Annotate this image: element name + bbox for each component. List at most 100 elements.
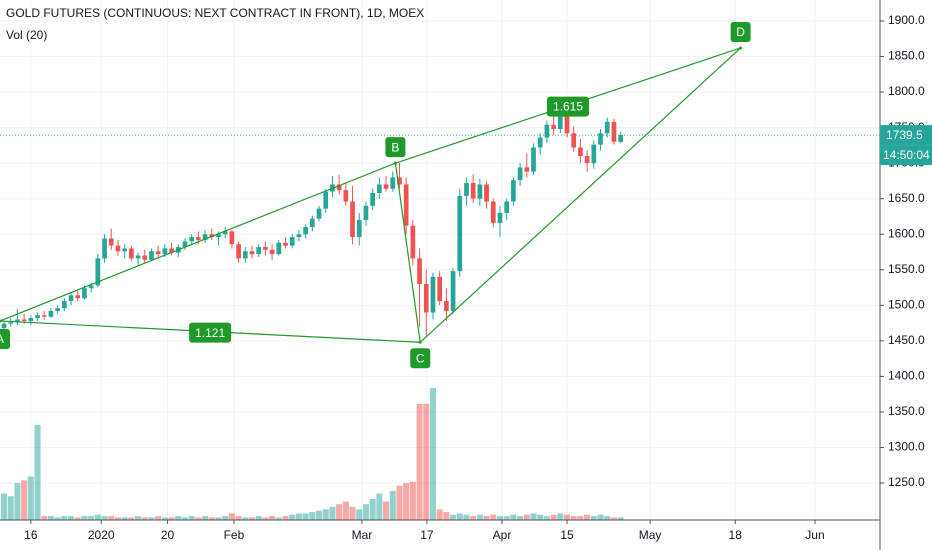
candle-body (196, 237, 201, 240)
volume-bar (74, 517, 81, 520)
volume-bar (543, 516, 550, 520)
volume-bar (242, 517, 249, 520)
pattern-point-label-box (410, 348, 431, 369)
candle-body (376, 184, 382, 194)
volume-bar (322, 509, 329, 520)
volume-bar (336, 504, 343, 520)
candle-body (135, 255, 141, 259)
volume-bar (235, 516, 242, 520)
volume-bar (443, 512, 450, 520)
candle-body (323, 191, 329, 209)
volume-bar (289, 514, 296, 520)
chart-title: GOLD FUTURES (CONTINUOUS: NEXT CONTRACT … (6, 6, 424, 20)
candle-body (430, 276, 436, 313)
volume-bar (88, 516, 95, 520)
volume-bar (456, 513, 463, 520)
volume-bar (604, 516, 611, 520)
volume-bar (376, 493, 383, 520)
candle-body (403, 184, 409, 226)
pattern-point (739, 46, 743, 50)
volume-bar (476, 514, 483, 520)
candle-body (544, 124, 550, 138)
volume-bar (181, 517, 188, 520)
pattern-line (0, 162, 396, 322)
volume-bar (537, 514, 544, 520)
volume-bar (570, 516, 577, 520)
y-tick-label: 1300.0 (888, 440, 925, 454)
volume-bar (81, 516, 88, 520)
pattern-point-label: C (416, 351, 425, 365)
volume-bar (496, 516, 504, 520)
volume-bar (349, 506, 356, 520)
candle-body (149, 251, 154, 260)
last-price-box (880, 125, 932, 146)
candle-body (370, 193, 375, 206)
candle-body (363, 205, 369, 221)
candle-body (457, 195, 463, 272)
y-tick-label: 1350.0 (888, 404, 925, 418)
candle-body (336, 184, 342, 191)
candle-body (477, 184, 483, 199)
candle-body (504, 201, 510, 213)
volume-bar (14, 483, 21, 520)
volume-bar (523, 514, 530, 520)
candle-body (557, 116, 563, 130)
ratio-label-box (547, 96, 590, 117)
volume-bar (121, 517, 128, 520)
volume-bar (275, 517, 282, 520)
pattern-point (0, 319, 2, 323)
x-tick-label: 15 (560, 528, 574, 542)
volume-bar (463, 514, 470, 520)
volume-bar (228, 513, 235, 520)
candle-body (1, 323, 7, 329)
candle-body (202, 234, 208, 240)
candle-body (390, 177, 396, 189)
candle-body (142, 255, 148, 260)
volume-bar (47, 516, 54, 520)
candle-body (618, 135, 623, 142)
volume-bar (309, 512, 316, 520)
pattern-point-label: A (0, 332, 4, 346)
candle-body (517, 167, 523, 181)
volume-bar (195, 517, 202, 520)
volume-bar (503, 516, 510, 520)
volume-bar (470, 516, 477, 520)
y-tick-label: 1650.0 (888, 191, 925, 205)
pattern-point-label-box (730, 21, 751, 42)
pattern-line (419, 47, 741, 343)
y-tick-label: 1850.0 (888, 49, 925, 63)
volume-bar (530, 513, 537, 520)
candle-body (15, 319, 20, 323)
candle-body (229, 231, 235, 245)
x-tick-label: Mar (352, 528, 373, 542)
candle-body (591, 144, 597, 164)
candle-body (269, 249, 275, 255)
volume-bar (202, 516, 209, 520)
candle-body (82, 288, 87, 299)
candle-body (122, 248, 128, 252)
candle-body (102, 238, 107, 259)
candle-body (75, 295, 81, 299)
candle-body (303, 227, 308, 235)
candle-body (444, 301, 449, 312)
x-tick-label: 20 (161, 528, 175, 542)
x-tick-label: Feb (224, 528, 245, 542)
volume-bar (362, 504, 369, 520)
volume-bar (114, 517, 121, 520)
candle-body (410, 225, 416, 259)
volume-bar (269, 516, 276, 520)
candle-body (571, 133, 577, 148)
candle-body (537, 137, 543, 148)
volume-bar (262, 517, 269, 520)
volume-bar (584, 514, 591, 520)
volume-bar (41, 516, 48, 520)
candle-body (256, 247, 262, 255)
volume-bar (450, 514, 457, 520)
y-tick-label: 1250.0 (888, 475, 925, 489)
candle-body (263, 247, 268, 250)
volume-bar (295, 513, 302, 520)
volume-bar (255, 516, 262, 520)
volume-bar (517, 516, 524, 520)
